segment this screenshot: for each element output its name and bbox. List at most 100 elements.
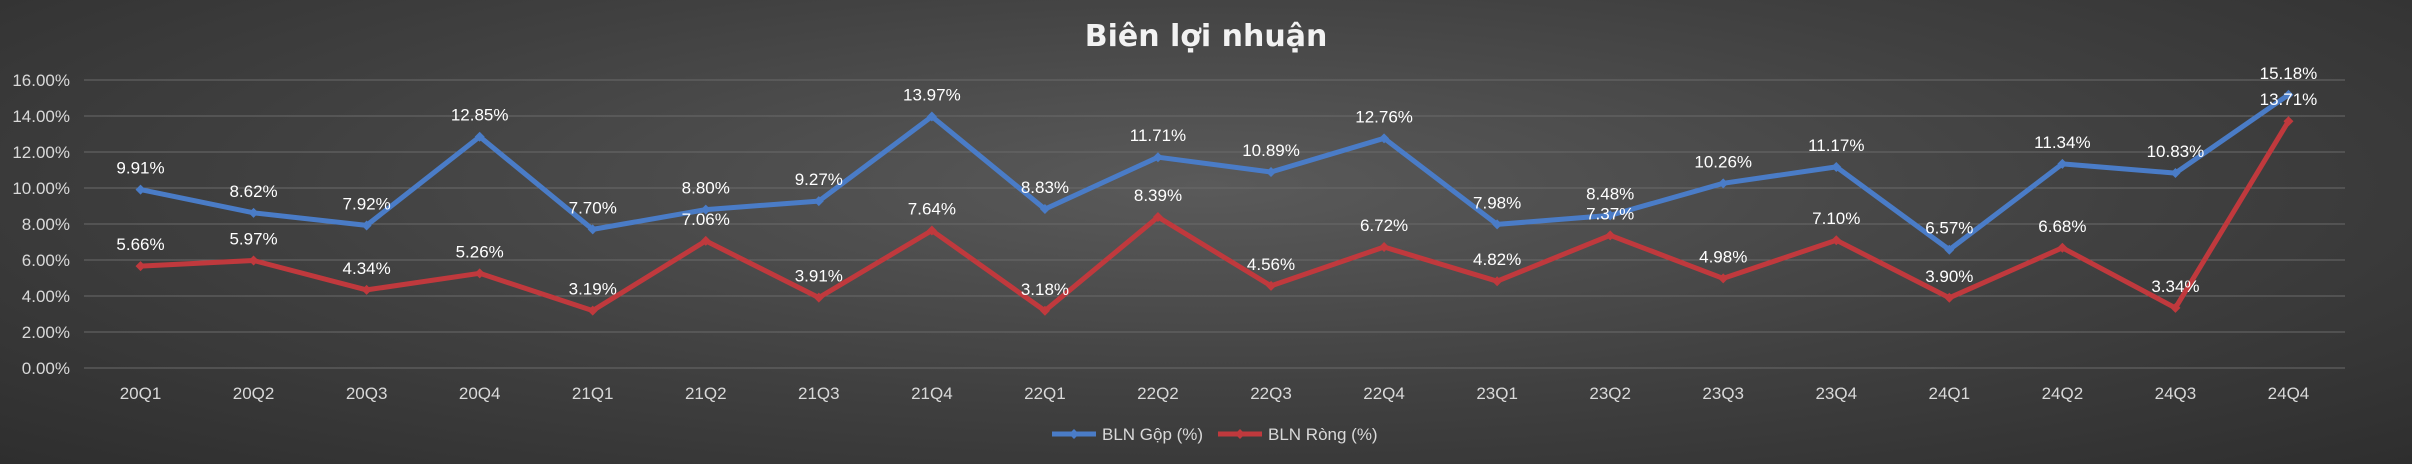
data-point — [1718, 273, 1729, 284]
legend-label: BLN Gộp (%) — [1102, 425, 1203, 444]
data-point — [1379, 133, 1390, 144]
y-tick-label: 2.00% — [22, 323, 70, 342]
data-point — [1039, 204, 1050, 215]
data-point — [2057, 158, 2068, 169]
data-label: 10.26% — [1694, 152, 1752, 171]
data-label: 3.19% — [569, 280, 617, 299]
series-lines — [138, 92, 2291, 314]
data-label: 7.98% — [1473, 193, 1521, 212]
data-point — [1944, 244, 1955, 255]
x-tick-label: 22Q4 — [1363, 384, 1405, 403]
data-label: 8.62% — [229, 182, 277, 201]
data-point — [1831, 235, 1842, 246]
data-point — [474, 268, 485, 279]
data-point — [135, 184, 146, 195]
data-label: 4.34% — [343, 259, 391, 278]
data-label: 8.83% — [1021, 178, 1069, 197]
x-axis-ticks: 20Q1 20Q2 20Q3 20Q4 21Q1 21Q2 21Q3 21Q4 22Q1 22Q2… — [120, 384, 2310, 403]
data-label: 12.85% — [451, 106, 509, 125]
data-label: 11.71% — [1130, 126, 1186, 145]
x-tick-label: 21Q3 — [798, 384, 840, 403]
data-point — [2283, 89, 2294, 100]
x-tick-label: 21Q4 — [911, 384, 953, 403]
data-label: 6.57% — [1925, 219, 1973, 238]
y-tick-label: 0.00% — [22, 359, 70, 378]
x-tick-label: 24Q1 — [1929, 384, 1971, 403]
data-label: 4.98% — [1699, 247, 1747, 266]
data-label: 9.91% — [116, 159, 164, 178]
data-point — [2057, 242, 2068, 253]
data-label: 5.66% — [116, 235, 164, 254]
data-label: 6.68% — [2038, 217, 2086, 236]
data-point — [1379, 242, 1390, 253]
data-point — [1492, 219, 1503, 230]
x-tick-label: 20Q4 — [459, 384, 501, 403]
x-tick-label: 22Q3 — [1250, 384, 1292, 403]
data-point — [2283, 116, 2294, 127]
data-label: 10.89% — [1242, 141, 1300, 160]
x-tick-label: 24Q3 — [2155, 384, 2197, 403]
data-point — [587, 305, 598, 316]
data-label: 10.83% — [2147, 142, 2205, 161]
data-point — [2170, 168, 2181, 179]
data-label: 13.71% — [2260, 90, 2318, 109]
data-label: 3.90% — [1925, 267, 1973, 286]
x-tick-label: 20Q2 — [233, 384, 275, 403]
data-label: 7.06% — [682, 210, 730, 229]
legend-label: BLN Ròng (%) — [1268, 425, 1378, 444]
data-label: 8.80% — [682, 179, 730, 198]
data-point — [700, 204, 711, 215]
x-tick-label: 22Q2 — [1137, 384, 1179, 403]
data-label: 7.37% — [1586, 204, 1634, 223]
data-point — [1266, 166, 1277, 177]
y-axis-ticks: 0.00% 2.00% 4.00% 6.00% 8.00% 10.00% 12.00% 14.… — [12, 71, 70, 378]
y-tick-label: 4.00% — [22, 287, 70, 306]
legend: BLN Gộp (%) BLN Ròng (%) — [1052, 425, 1378, 444]
data-point — [1152, 211, 1163, 222]
series-line — [138, 118, 2291, 314]
data-label: 8.39% — [1134, 186, 1182, 205]
data-point — [926, 225, 937, 236]
x-tick-label: 20Q3 — [346, 384, 388, 403]
data-point — [1944, 292, 1955, 303]
x-tick-label: 22Q1 — [1024, 384, 1066, 403]
data-point — [587, 224, 598, 235]
data-point — [1492, 276, 1503, 287]
chart-title: Biên lợi nhuận — [1085, 19, 1328, 54]
data-label: 9.27% — [795, 170, 843, 189]
x-tick-label: 23Q1 — [1476, 384, 1518, 403]
data-point — [474, 131, 485, 142]
data-point — [1605, 210, 1616, 221]
data-point — [1152, 152, 1163, 163]
x-tick-label: 23Q2 — [1589, 384, 1631, 403]
legend-marker — [1235, 429, 1245, 439]
series-points — [135, 89, 2294, 316]
data-label: 7.92% — [343, 194, 391, 213]
data-point — [1718, 178, 1729, 189]
y-tick-label: 14.00% — [12, 107, 70, 126]
data-label: 7.10% — [1812, 209, 1860, 228]
data-point — [248, 207, 259, 218]
y-tick-label: 10.00% — [12, 179, 70, 198]
data-label: 15.18% — [2260, 64, 2318, 83]
data-point — [926, 111, 937, 122]
data-point — [361, 220, 372, 231]
x-tick-label: 21Q2 — [685, 384, 727, 403]
y-tick-label: 16.00% — [12, 71, 70, 90]
x-tick-label: 24Q2 — [2042, 384, 2084, 403]
data-point — [2170, 302, 2181, 313]
data-label: 3.34% — [2151, 277, 2199, 296]
data-label: 11.34% — [2034, 133, 2090, 152]
data-label: 8.48% — [1586, 184, 1634, 203]
x-tick-label: 20Q1 — [120, 384, 162, 403]
data-label: 13.97% — [903, 86, 961, 105]
data-point — [1831, 161, 1842, 172]
data-point — [700, 235, 711, 246]
x-tick-label: 23Q3 — [1702, 384, 1744, 403]
data-point — [813, 292, 824, 303]
data-label: 6.72% — [1360, 216, 1408, 235]
data-label: 12.76% — [1355, 107, 1413, 126]
data-point — [1605, 230, 1616, 241]
x-tick-label: 23Q4 — [1815, 384, 1857, 403]
